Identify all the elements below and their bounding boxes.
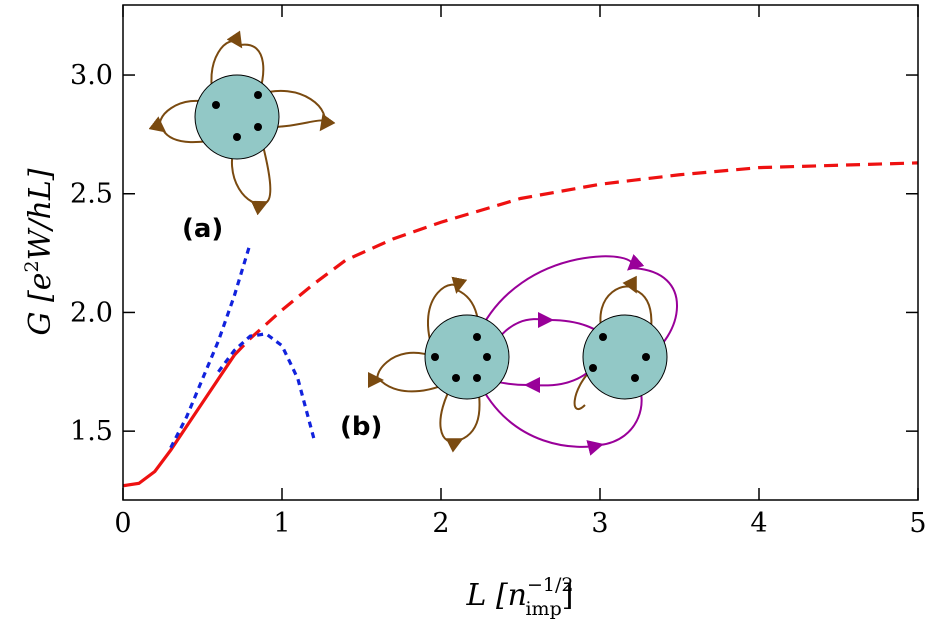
x-tick-label: 0 bbox=[114, 508, 131, 539]
x-label-sup: −1/2 bbox=[527, 574, 574, 596]
frame bbox=[122, 4, 919, 501]
line-series bbox=[169, 243, 252, 449]
inset-a bbox=[148, 30, 336, 216]
y-axis-label: G [e2W/hL] bbox=[21, 168, 58, 335]
x-tick-label: 1 bbox=[273, 508, 290, 539]
x-tick-label: 5 bbox=[909, 508, 926, 539]
x-label-close: ] bbox=[562, 578, 574, 613]
y-label-main: G [e bbox=[23, 273, 58, 336]
x-tick-label: 2 bbox=[432, 508, 449, 539]
y-label-rest: W/hL] bbox=[23, 168, 58, 260]
line-series bbox=[217, 332, 316, 439]
line-series bbox=[122, 354, 236, 488]
y-tick-label: 2.0 bbox=[70, 297, 113, 328]
x-label-main: L [n bbox=[466, 578, 527, 613]
annotation: (a) bbox=[182, 214, 223, 244]
y-tick-label: 2.5 bbox=[70, 179, 113, 210]
annotation: (b) bbox=[340, 412, 382, 442]
inset-b bbox=[367, 254, 678, 456]
y-tick-label: 1.5 bbox=[70, 416, 113, 447]
x-tick-label: 3 bbox=[591, 508, 608, 539]
y-tick-label: 3.0 bbox=[70, 60, 113, 91]
x-tick-label: 4 bbox=[750, 508, 767, 539]
line-series bbox=[233, 161, 919, 357]
y-label-sup: 2 bbox=[21, 260, 43, 272]
x-axis-label: L [n−1/2 imp] bbox=[466, 574, 574, 619]
x-label-sub: imp bbox=[525, 598, 561, 619]
